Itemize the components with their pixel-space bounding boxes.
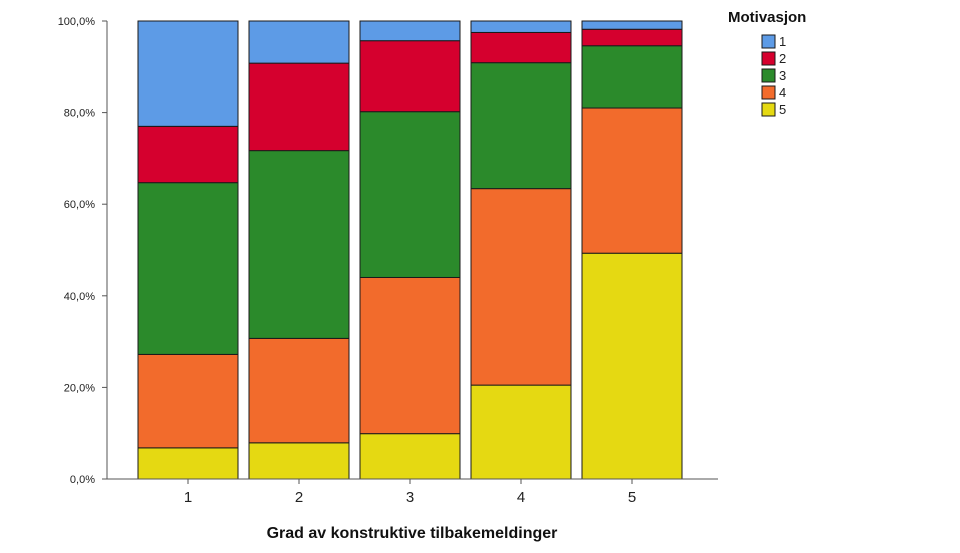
bar-segment-2-motivasjon-2: [248, 62, 350, 152]
x-tick-label: 1: [184, 489, 192, 506]
legend-label-5: 5: [779, 102, 786, 117]
y-axis: 0,0% 20,0% 40,0% 60,0% 80,0% 100,0%: [58, 16, 108, 486]
bar-segment-4-motivasjon-5: [470, 384, 572, 480]
y-tick-label: 60,0%: [64, 199, 95, 211]
legend-swatch-1: [761, 34, 776, 49]
legend-label-2: 2: [779, 51, 786, 66]
x-tick-label: 4: [517, 489, 525, 506]
bar-segment-3-motivasjon-5: [359, 433, 461, 480]
bar-segment-1-motivasjon-3: [137, 182, 239, 355]
bar-stack-2: [248, 20, 350, 480]
y-tick-label: 40,0%: [64, 291, 95, 303]
bar-segment-3-motivasjon-2: [359, 40, 461, 113]
legend-label-4: 4: [779, 85, 786, 100]
legend-label-3: 3: [779, 68, 786, 83]
legend-label-1: 1: [779, 34, 786, 49]
bar-segment-5-motivasjon-4: [581, 107, 683, 254]
bar-segment-4-motivasjon-4: [470, 188, 572, 386]
x-tick-label: 2: [295, 489, 303, 506]
y-tick-label: 80,0%: [64, 108, 95, 120]
y-tick-label: 20,0%: [64, 382, 95, 394]
bar-segment-5-motivasjon-3: [581, 45, 683, 109]
bar-segment-3-motivasjon-1: [359, 20, 461, 42]
bar-segment-1-motivasjon-5: [137, 447, 239, 480]
legend-swatch-2: [761, 51, 776, 66]
bar-segment-2-motivasjon-1: [248, 20, 350, 64]
legend-swatch-4: [761, 85, 776, 100]
bar-segment-4-motivasjon-3: [470, 62, 572, 190]
bar-segment-3-motivasjon-3: [359, 111, 461, 278]
x-axis-title: Grad av konstruktive tilbakemeldinger: [267, 525, 558, 542]
y-tick-label: 100,0%: [58, 16, 96, 28]
bar-segment-1-motivasjon-1: [137, 20, 239, 127]
bar-segment-1-motivasjon-2: [137, 125, 239, 184]
bar-segment-2-motivasjon-4: [248, 337, 350, 444]
legend-swatch-3: [761, 68, 776, 83]
bar-stack-4: [470, 20, 572, 480]
y-tick-label: 0,0%: [70, 474, 95, 486]
bar-segment-4-motivasjon-2: [470, 31, 572, 64]
bar-segment-5-motivasjon-1: [581, 20, 683, 30]
bar-stack-5: [581, 20, 683, 480]
x-tick-label: 3: [406, 489, 414, 506]
bar-stack-3: [359, 20, 461, 480]
bar-stack-1: [137, 20, 239, 480]
bar-segment-5-motivasjon-2: [581, 28, 683, 47]
legend-swatch-5: [761, 102, 776, 117]
bar-segment-4-motivasjon-1: [470, 20, 572, 33]
bar-segment-3-motivasjon-4: [359, 276, 461, 435]
bar-segment-1-motivasjon-4: [137, 353, 239, 449]
bar-segment-2-motivasjon-3: [248, 150, 350, 339]
bars: [137, 20, 683, 480]
legend-title: Motivasjon: [728, 9, 806, 26]
bar-segment-2-motivasjon-5: [248, 442, 350, 480]
x-tick-label: 5: [628, 489, 636, 506]
x-axis: 1 2 3 4 5: [107, 478, 718, 506]
bar-segment-5-motivasjon-5: [581, 252, 683, 480]
legend: Motivasjon 1 2 3 4 5: [728, 9, 806, 117]
